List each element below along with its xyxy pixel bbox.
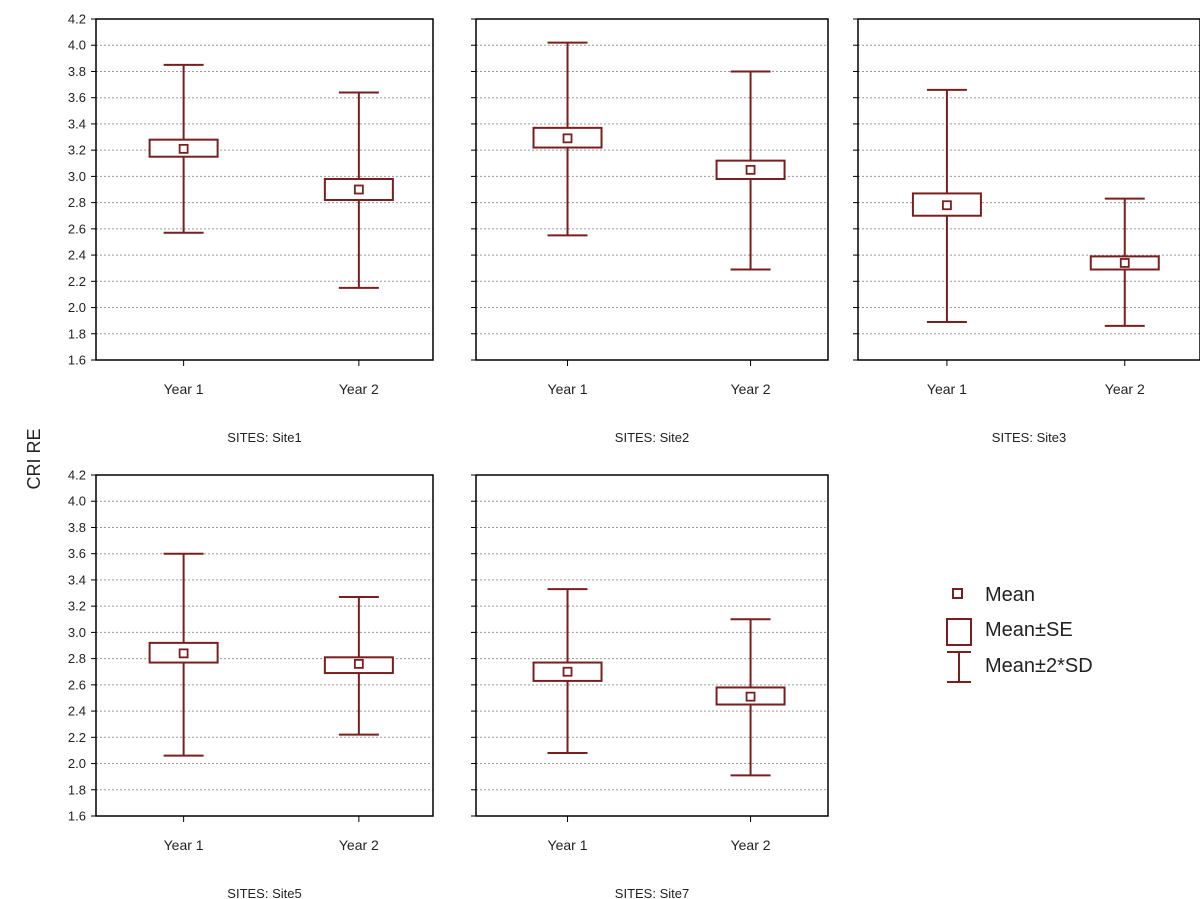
x-category-label: Year 2 [1105, 381, 1145, 397]
mean-point [353, 658, 364, 669]
x-category-label: Year 2 [339, 837, 379, 853]
y-tick-label: 3.0 [68, 169, 86, 184]
y-tick-label: 3.6 [68, 546, 86, 561]
y-tick-label: 2.2 [68, 274, 86, 289]
x-category-label: Year 2 [731, 381, 771, 397]
legend-se-label: Mean±SE [985, 619, 1073, 641]
y-tick-label: 3.6 [68, 90, 86, 105]
plot-frame [475, 474, 829, 817]
legend-sd-label: Mean±2*SD [985, 655, 1093, 677]
panel-2: Year 1 Year 2 SITES: Site2 [471, 18, 829, 445]
mean-point [745, 691, 756, 702]
legend-sd-symbol [947, 651, 971, 683]
x-category-label: Year 1 [548, 837, 588, 853]
y-tick-label: 2.4 [68, 704, 86, 719]
y-tick-label: 2.0 [68, 756, 86, 771]
mean-point [1119, 258, 1130, 268]
y-tick-label: 3.2 [68, 599, 86, 614]
x-category-label: Year 1 [927, 381, 967, 397]
plot-frame [857, 18, 1200, 361]
legend-mean-symbol [952, 588, 963, 599]
y-tick-label: 4.2 [68, 468, 86, 483]
legend: Mean Mean±SE Mean±2*SD [946, 584, 1093, 683]
panel-4: 1.6 1.8 2.0 2.2 2.4 2.6 2.8 3.0 3.2 3.4 3.6 3.8 4.0 4… [68, 468, 434, 899]
x-category-label: Year 1 [164, 837, 204, 853]
y-tick-label: 2.4 [68, 248, 86, 263]
y-tick-label: 3.2 [68, 143, 86, 158]
mean-point [178, 648, 189, 659]
mean-point [178, 143, 189, 154]
y-tick-label: 2.6 [68, 677, 86, 692]
plot-frame [95, 474, 434, 817]
panels: 1.6 1.8 2.0 2.2 2.4 2.6 2.8 3.0 3.2 3.4 3.6 3.8 4.0 4… [68, 12, 1200, 899]
plot-frame [95, 18, 434, 361]
plot-frame [475, 18, 829, 361]
y-tick-label: 2.8 [68, 195, 86, 210]
y-tick-label: 3.4 [68, 572, 86, 587]
y-tick-label: 2.2 [68, 730, 86, 745]
x-category-label: Year 2 [339, 381, 379, 397]
mean-point [942, 200, 952, 211]
y-tick-label: 3.0 [68, 625, 86, 640]
x-category-label: Year 1 [164, 381, 204, 397]
panel-3: Year 1 Year 2 SITES: Site3 [853, 18, 1200, 445]
panel-title: SITES: Site3 [992, 430, 1066, 445]
mean-point [562, 666, 573, 677]
y-tick-label: 3.8 [68, 520, 86, 535]
x-category-label: Year 1 [548, 381, 588, 397]
panel-title: SITES: Site5 [227, 886, 301, 899]
y-tick-label: 4.0 [68, 38, 86, 53]
panel-title: SITES: Site7 [615, 886, 689, 899]
y-tick-label: 2.6 [68, 221, 86, 236]
legend-se-symbol [946, 618, 972, 646]
mean-point [562, 133, 573, 144]
y-tick-label: 3.8 [68, 64, 86, 79]
mean-point [353, 184, 364, 195]
y-tick-label: 2.0 [68, 300, 86, 315]
panel-title: SITES: Site2 [615, 430, 689, 445]
legend-mean-label: Mean [985, 584, 1035, 606]
y-tick-label: 1.8 [68, 326, 86, 341]
y-tick-label: 3.4 [68, 116, 86, 131]
y-tick-label: 2.8 [68, 651, 86, 666]
mean-point [745, 164, 756, 175]
x-category-label: Year 2 [731, 837, 771, 853]
panel-title: SITES: Site1 [227, 430, 301, 445]
y-tick-label: 4.2 [68, 12, 86, 27]
y-tick-label: 1.8 [68, 782, 86, 797]
panel-1: 1.6 1.8 2.0 2.2 2.4 2.6 2.8 3.0 3.2 3.4 3.6 3.8 4.0 4… [68, 12, 434, 445]
y-tick-label: 4.0 [68, 494, 86, 509]
y-axis-label: CRI RE [24, 428, 44, 489]
y-tick-label: 1.6 [68, 353, 86, 368]
panel-5: Year 1 Year 2 SITES: Site7 [471, 474, 829, 899]
y-tick-label: 1.6 [68, 809, 86, 824]
